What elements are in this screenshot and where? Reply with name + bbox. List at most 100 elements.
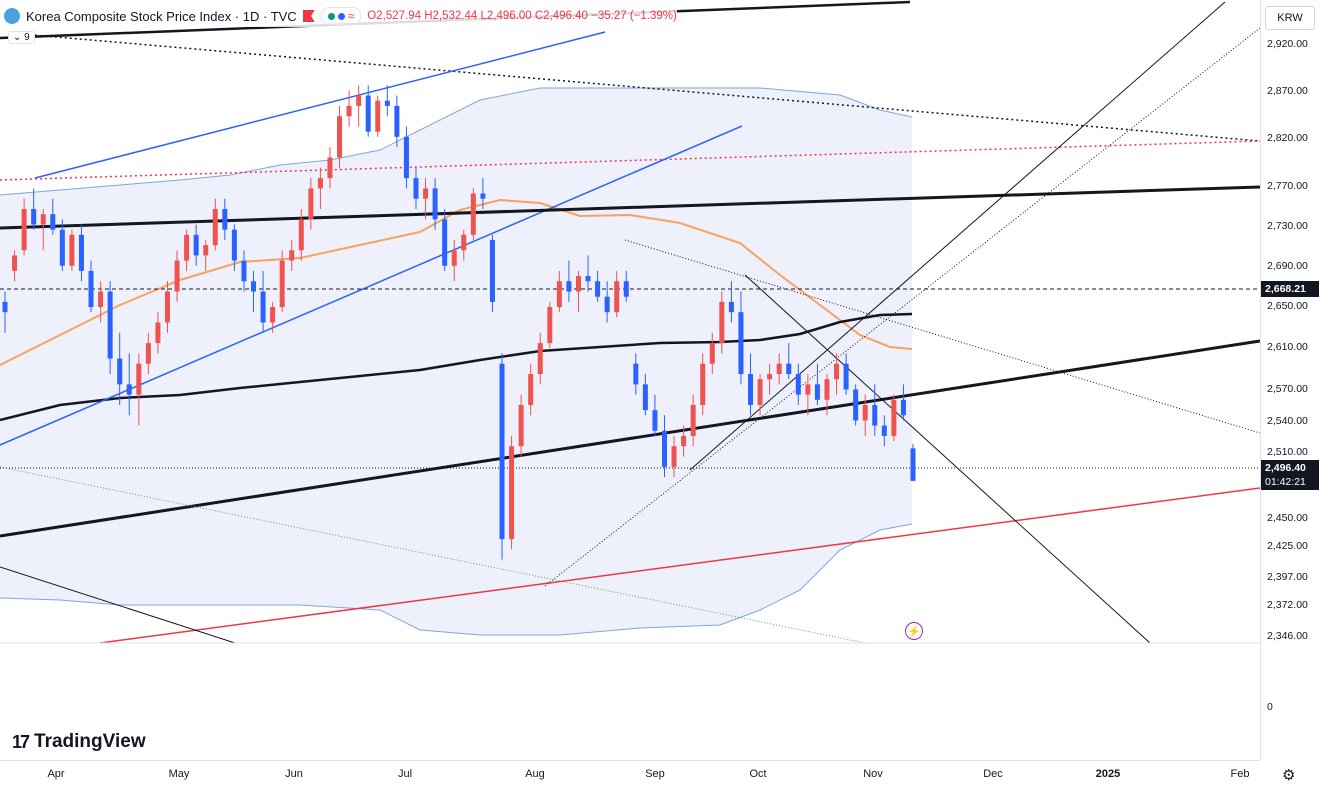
candle-body: [317, 178, 323, 189]
brand-name: TradingView: [34, 731, 146, 752]
gear-icon[interactable]: ⚙: [1282, 767, 1296, 784]
candle-body: [757, 379, 763, 405]
candle-body: [537, 343, 543, 375]
candle-body: [499, 363, 505, 540]
candle-body: [59, 229, 65, 266]
legend-open: O2,527.94: [367, 10, 422, 22]
price-tick-label: 2,510.00: [1267, 446, 1308, 458]
candle-body: [193, 234, 199, 256]
time-tick-label: Jul: [397, 768, 413, 780]
level-price-tag: 2,668.21: [1261, 281, 1319, 297]
candle-body: [690, 404, 696, 436]
candle-body: [575, 276, 581, 292]
time-tick-label: Jun: [285, 768, 303, 780]
trendline-bottom-left-black: [0, 566, 236, 644]
candle-body: [212, 209, 218, 246]
candle-body: [222, 209, 228, 230]
candle-body: [356, 95, 362, 106]
candle-body: [614, 281, 620, 313]
flash-icon[interactable]: ⚡: [905, 622, 923, 640]
price-tick-label: 2,540.00: [1267, 415, 1308, 427]
price-tick-label: 2,450.00: [1267, 512, 1308, 524]
candle-body: [260, 291, 266, 323]
chart-svg: [0, 0, 1261, 644]
candle-body: [862, 404, 868, 421]
candle-body: [814, 384, 820, 400]
candle-body: [270, 306, 276, 323]
candle-body: [40, 214, 46, 225]
candle-body: [681, 435, 687, 447]
bollinger-lower: [0, 523, 913, 636]
candle-body: [117, 358, 123, 385]
trendline-diag-black-down: [744, 274, 1151, 644]
candle-body: [509, 446, 515, 540]
candle-body: [566, 281, 572, 292]
candle-body: [231, 229, 237, 261]
status-dot-blue: [337, 12, 345, 20]
candle-body: [413, 178, 419, 199]
candle-body: [155, 322, 161, 344]
candle-body: [394, 105, 400, 137]
candle-body: [31, 209, 37, 225]
candle-body: [365, 95, 371, 132]
candle-body: [2, 301, 8, 313]
trendline-green-dotted: [0, 466, 866, 644]
candle-body: [547, 306, 553, 344]
candle-body: [604, 296, 610, 313]
candle-body: [136, 363, 142, 395]
price-tick-label: 2,690.00: [1267, 260, 1308, 272]
candle-body: [241, 260, 247, 282]
flag-icon[interactable]: [302, 10, 315, 22]
candle-body: [700, 363, 706, 405]
candle-body: [289, 250, 295, 261]
candle-body: [910, 448, 916, 481]
time-axis[interactable]: Apr May Jun Jul Aug Sep Oct Nov Dec 2025 Feb: [0, 760, 1260, 787]
candle-body: [50, 214, 56, 230]
currency-button[interactable]: KRW: [1265, 6, 1315, 30]
price-tick-label: 2,650.00: [1267, 300, 1308, 312]
candle-body: [671, 446, 677, 467]
candle-body: [107, 291, 113, 359]
countdown-tag: 01:42:21: [1261, 474, 1319, 490]
chart-plot-area[interactable]: Korea Composite Stock Price Index · 1D ·…: [0, 0, 1261, 760]
time-tick-label: Aug: [525, 768, 545, 780]
candle-body: [327, 157, 333, 179]
candle-body: [728, 301, 734, 313]
globe-icon: [4, 8, 20, 24]
moving-average-black: [0, 312, 913, 422]
last-price-tag: 2,496.40: [1261, 460, 1319, 476]
candle-body: [98, 291, 104, 307]
candle-body: [375, 100, 381, 132]
time-tick-label: 2025: [1095, 768, 1121, 780]
candle-body: [556, 281, 562, 307]
status-dot-green: [327, 12, 335, 20]
candle-body: [78, 234, 84, 271]
legend-close: C2,496.40: [534, 10, 588, 22]
candle-body: [423, 188, 429, 199]
channel-blue-lower: [0, 125, 743, 446]
price-tick-label: 2,346.00: [1267, 630, 1308, 642]
status-wave: ≈: [347, 9, 355, 23]
candle-body: [795, 374, 801, 395]
price-tick-label: 2,610.00: [1267, 341, 1308, 353]
price-axis[interactable]: KRW 2,920.00 2,870.00 2,820.00 2,770.00 2,73…: [1260, 0, 1320, 760]
candle-body: [145, 343, 151, 364]
trendline-diag-black-up: [689, 1, 1226, 471]
candle-body: [69, 234, 75, 266]
candle-body: [21, 209, 27, 251]
candle-body: [853, 389, 859, 421]
time-tick-label: Apr: [47, 768, 65, 780]
brand-mark: 17: [12, 731, 30, 752]
chart-legend: Korea Composite Stock Price Index · 1D ·…: [4, 5, 677, 27]
lower-pane-tick: 0: [1267, 701, 1273, 713]
channel-blue-upper: [34, 31, 606, 179]
legend-status-pills[interactable]: ≈: [320, 7, 362, 25]
candle-body: [88, 270, 94, 307]
trendline-red-dotted: [0, 140, 1261, 181]
trendline-rising-black: [0, 339, 1261, 538]
candle-body: [337, 116, 343, 158]
trendline-red: [99, 487, 1261, 644]
bollinger-upper: [0, 87, 913, 196]
candle-body: [881, 425, 887, 436]
indicators-toggle[interactable]: ⌄ 9: [8, 31, 35, 44]
